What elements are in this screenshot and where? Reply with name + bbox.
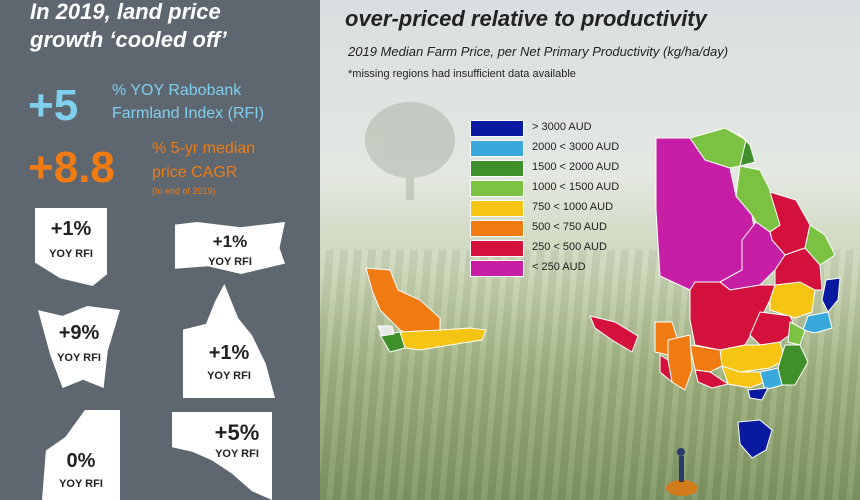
- map-note: *missing regions had insufficient data a…: [348, 68, 576, 80]
- legend-swatch: [470, 180, 524, 197]
- map-region-wa-yellow: [399, 327, 487, 351]
- state-rfi-qld: YOY RFI: [207, 370, 251, 382]
- map-region-nsw-coast: [802, 311, 833, 334]
- legend-item: < 250 AUD: [470, 258, 670, 278]
- legend-label: 2000 < 3000 AUD: [532, 141, 620, 153]
- legend-label: 1500 < 2000 AUD: [532, 161, 620, 173]
- state-value-wa: 0%: [66, 450, 96, 472]
- state-value-qld: +1%: [208, 342, 250, 364]
- state-rfi-tas: YOY RFI: [57, 352, 101, 364]
- legend-swatch: [470, 200, 524, 217]
- map-region-nsw-north: [769, 281, 816, 319]
- cagr-note: (to end of 2019): [152, 186, 216, 196]
- state-rfi-nsw: YOY RFI: [49, 248, 93, 260]
- cagr-value: +8.8: [28, 143, 115, 192]
- map-region-wa-north: [365, 267, 441, 341]
- tree-shape: [365, 102, 455, 200]
- map-region-qld-cape: [737, 132, 756, 167]
- legend-label: 1000 < 1500 AUD: [532, 181, 620, 193]
- map-region-sa-ey: [589, 315, 639, 353]
- legend-label: > 3000 AUD: [532, 121, 592, 133]
- map-title: over-priced relative to productivity: [345, 6, 707, 31]
- legend-item: 1500 < 2000 AUD: [470, 158, 670, 178]
- stats-panel: In 2019, land price growth ‘cooled off’ …: [0, 0, 320, 500]
- legend-swatch: [470, 120, 524, 137]
- legend-item: 250 < 500 AUD: [470, 238, 670, 258]
- legend-label: 750 < 1000 AUD: [532, 201, 614, 213]
- legend-item: 750 < 1000 AUD: [470, 198, 670, 218]
- rfi-value: +5: [28, 81, 79, 130]
- legend-swatch: [470, 140, 524, 157]
- legend-label: 250 < 500 AUD: [532, 241, 607, 253]
- map-region-vic-coast: [747, 387, 769, 401]
- legend-swatch: [470, 260, 524, 277]
- map-region-vic-west: [689, 344, 723, 373]
- map-region-vic-east: [759, 367, 783, 391]
- legend-swatch: [470, 220, 524, 237]
- rfi-line-2: Farmland Index (RFI): [112, 105, 265, 122]
- map-subtitle: 2019 Median Farm Price, per Net Primary …: [348, 44, 729, 59]
- map-region-nsw-northcoast: [821, 277, 841, 313]
- map-region-sa-mid: [659, 354, 673, 384]
- map-region-nsw-green: [787, 321, 806, 346]
- state-rfi-wa: YOY RFI: [59, 478, 103, 490]
- legend-item: 1000 < 1500 AUD: [470, 178, 670, 198]
- map-region-qld-se-green: [804, 224, 836, 266]
- headline-line-2: growth ‘cooled off’: [30, 27, 227, 52]
- state-rfi-sa: YOY RFI: [215, 448, 259, 460]
- legend-item: 2000 < 3000 AUD: [470, 138, 670, 158]
- cagr-line-2: price CAGR: [152, 164, 238, 181]
- map-region-vic-south: [694, 369, 730, 389]
- state-card-vic: +1% YOY RFI: [175, 222, 285, 274]
- state-value-vic: +1%: [212, 232, 248, 251]
- legend-swatch: [470, 160, 524, 177]
- legend-item: 500 < 750 AUD: [470, 218, 670, 238]
- map-region-tas: [737, 419, 773, 459]
- state-value-tas: +9%: [58, 322, 100, 344]
- legend-label: 500 < 750 AUD: [532, 221, 607, 233]
- cagr-line-1: % 5-yr median: [152, 140, 256, 157]
- state-value-sa: +5%: [214, 420, 260, 445]
- state-rfi-vic: YOY RFI: [208, 256, 252, 268]
- legend-swatch: [470, 240, 524, 257]
- rfi-line-1: % YOY Rabobank: [112, 82, 242, 99]
- logo-figure: [666, 448, 698, 496]
- map-region-wa-white: [377, 325, 395, 337]
- state-value-nsw: +1%: [50, 218, 92, 240]
- legend-item: > 3000 AUD: [470, 118, 670, 138]
- headline-line-1: In 2019, land price: [30, 0, 221, 24]
- legend-label: < 250 AUD: [532, 261, 586, 273]
